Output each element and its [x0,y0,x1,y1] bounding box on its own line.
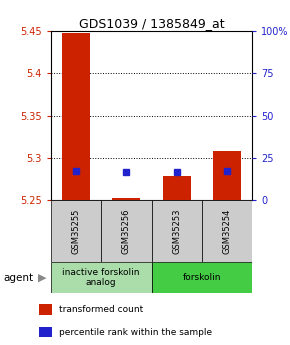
Text: inactive forskolin
analog: inactive forskolin analog [62,268,140,287]
Bar [51,200,101,262]
Bar [113,198,140,200]
Text: GSM35254: GSM35254 [223,208,232,254]
Bar [39,304,52,315]
Bar [152,200,202,262]
Bar [101,200,152,262]
Text: GSM35255: GSM35255 [71,208,80,254]
Bar [62,33,90,200]
Text: agent: agent [3,273,33,283]
Text: ▶: ▶ [38,273,46,283]
Bar [39,327,52,337]
Text: percentile rank within the sample: percentile rank within the sample [59,327,213,337]
Title: GDS1039 / 1385849_at: GDS1039 / 1385849_at [79,17,224,30]
Text: GSM35256: GSM35256 [122,208,131,254]
Text: forskolin: forskolin [183,273,221,282]
Text: transformed count: transformed count [59,305,144,314]
Bar [51,262,152,293]
Bar [163,176,191,200]
Text: GSM35253: GSM35253 [172,208,181,254]
Bar [213,151,241,200]
Bar [202,200,252,262]
Bar [152,262,252,293]
